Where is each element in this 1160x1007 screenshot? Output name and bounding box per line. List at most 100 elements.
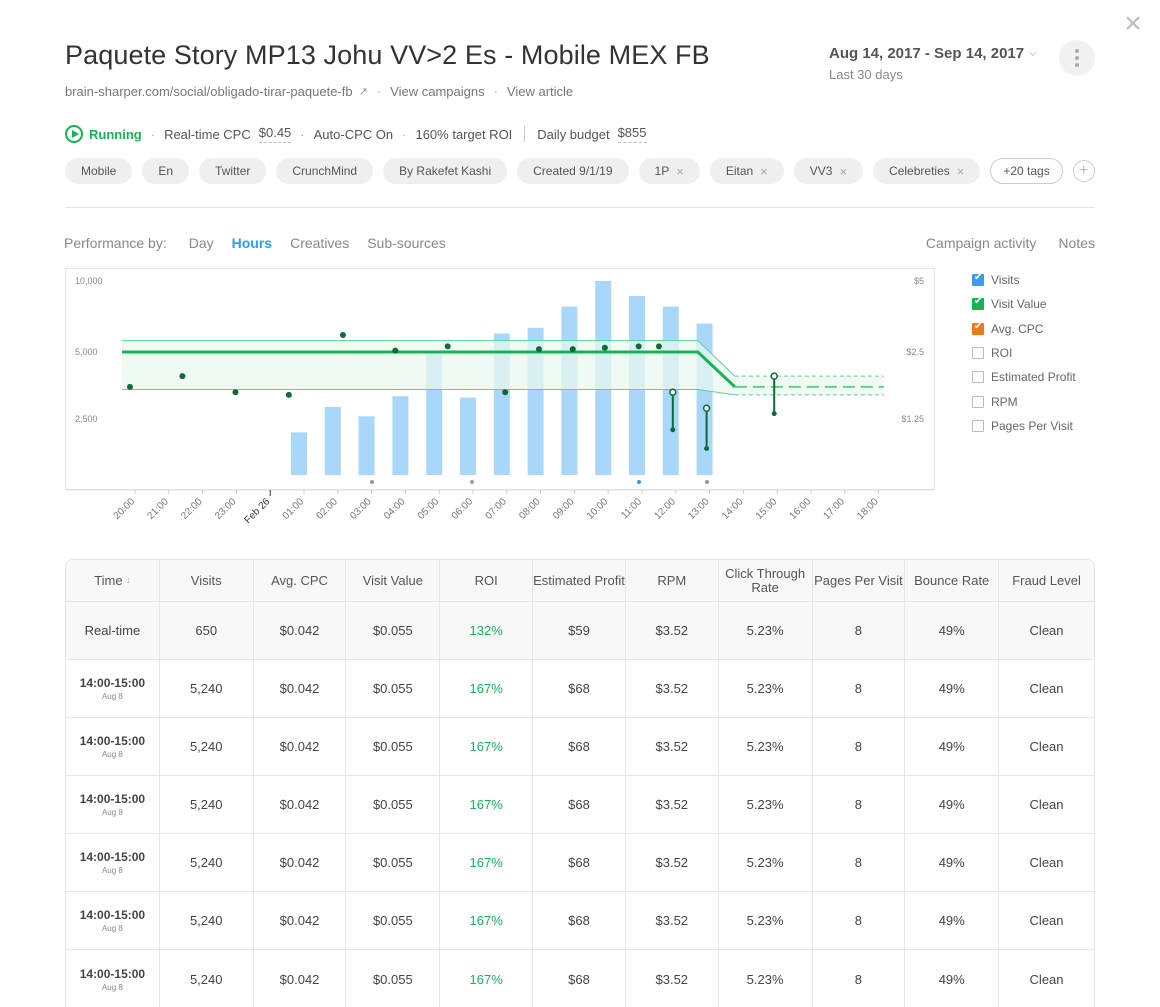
tag-celebreties[interactable]: Celebreties × (873, 158, 981, 184)
table-cell: $0.042 (254, 718, 347, 775)
legend-item-rpm[interactable]: RPM (972, 389, 1076, 413)
column-header-label: Time (94, 572, 123, 588)
tag-twitter[interactable]: Twitter (199, 158, 267, 184)
legend-item-estimated-profit[interactable]: Estimated Profit (972, 365, 1076, 389)
tag-created-9-1-19[interactable]: Created 9/1/19 (517, 158, 629, 184)
close-icon[interactable]: × (1124, 7, 1142, 40)
x-tick-label: 07:00 (483, 496, 509, 522)
legend-label: Estimated Profit (991, 370, 1076, 385)
avg-cpc-point (285, 391, 292, 398)
tag-eitan[interactable]: Eitan × (709, 158, 784, 184)
legend-label: Pages Per Visit (991, 418, 1073, 433)
column-header-label: Visits (190, 572, 222, 588)
checkbox-icon[interactable] (972, 371, 984, 384)
checkbox-icon[interactable] (972, 321, 984, 335)
avg-cpc-point (635, 343, 642, 350)
avg-cpc-point (569, 346, 576, 353)
column-header-time[interactable]: Time ↓ (66, 560, 160, 601)
time-date: Aug 8 (101, 692, 123, 701)
column-header-label: Bounce Rate (914, 572, 990, 588)
article-url-link[interactable]: brain-sharper.com/social/obligado-tirar-… (65, 84, 353, 99)
table-row: 14:00-15:00 Aug 8 5,240 $0.042 $0.055 167% $68… (66, 834, 1094, 892)
tag-en[interactable]: En (142, 158, 190, 184)
legend-item-pages-per-visit[interactable]: Pages Per Visit (972, 414, 1076, 438)
checkbox-icon[interactable] (972, 347, 984, 360)
tag-vv3[interactable]: VV3 × (793, 158, 864, 184)
column-header-pages-per-visit[interactable]: Pages Per Visit (813, 560, 906, 601)
table-cell: $3.52 (626, 718, 719, 775)
column-header-estimated-profit[interactable]: Estimated Profit (533, 560, 626, 601)
table-cell: $0.055 (346, 834, 441, 891)
tag-crunchmind[interactable]: CrunchMind (276, 158, 374, 184)
legend-item-roi[interactable]: ROI (972, 341, 1076, 365)
table-cell: $0.042 (254, 660, 347, 717)
realtime-cpc-value[interactable]: $0.45 (258, 125, 292, 143)
view-campaigns-link[interactable]: View campaigns (390, 84, 485, 99)
time-cell: 14:00-15:00 Aug 8 (66, 718, 160, 775)
table-row: 14:00-15:00 Aug 8 5,240 $0.042 $0.055 167% $68… (66, 892, 1094, 950)
tab-creatives[interactable]: Creatives (290, 235, 350, 251)
column-header-click-through-rate[interactable]: Click Through Rate (719, 560, 813, 601)
daily-budget-value[interactable]: $855 (617, 125, 647, 143)
tag-mobile[interactable]: Mobile (65, 158, 133, 184)
tab-sub-sources[interactable]: Sub-sources (367, 235, 446, 251)
column-header-label: Estimated Profit (533, 572, 625, 588)
tab-day[interactable]: Day (188, 235, 214, 251)
add-tag-icon[interactable]: + (1072, 160, 1095, 182)
time-date: Aug 8 (101, 866, 123, 875)
column-header-rpm[interactable]: RPM (626, 560, 719, 601)
legend-item-avg-cpc[interactable]: Avg. CPC (972, 317, 1076, 341)
column-header-avg-cpc[interactable]: Avg. CPC (254, 560, 347, 601)
visits-bar (324, 406, 341, 475)
table-cell: $0.042 (254, 602, 347, 659)
table-cell: $0.055 (346, 602, 441, 659)
column-header-roi[interactable]: ROI (440, 560, 534, 601)
y-left-tick-label: 2,500 (75, 414, 98, 424)
more-options-button[interactable] (1059, 40, 1095, 76)
tag-label: Twitter (215, 164, 251, 178)
table-cell: 8 (813, 776, 906, 833)
view-article-link[interactable]: View article (506, 84, 574, 99)
table-cell: $68 (533, 660, 626, 717)
column-header-fraud-level[interactable]: Fraud Level (999, 560, 1094, 601)
remove-tag-icon[interactable]: × (760, 163, 768, 179)
column-header-visit-value[interactable]: Visit Value (346, 560, 441, 601)
table-cell: 5,240 (160, 834, 254, 891)
checkbox-icon[interactable] (972, 296, 984, 311)
remove-tag-icon[interactable]: × (839, 163, 848, 179)
sort-down-icon[interactable]: ↓ (125, 574, 131, 586)
page-title: Paquete Story MP13 Johu VV>2 Es - Mobile… (65, 40, 710, 70)
x-tick-label: 14:00 (720, 496, 746, 522)
table-cell: 650 (160, 602, 254, 659)
remove-tag-icon[interactable]: × (956, 163, 965, 179)
checkbox-icon[interactable] (972, 395, 984, 408)
external-link-icon[interactable]: ↗ (358, 86, 368, 98)
notes-link[interactable]: Notes (1058, 235, 1095, 251)
table-cell: $68 (533, 892, 626, 949)
legend-item-visit-value[interactable]: Visit Value (972, 292, 1076, 316)
column-header-label: Avg. CPC (271, 572, 328, 588)
tag-by-rakefet-kashi[interactable]: By Rakefet Kashi (383, 158, 508, 184)
more-tags-button[interactable]: +20 tags (990, 158, 1063, 184)
avg-cpc-point (535, 346, 542, 353)
table-cell: 49% (905, 718, 1000, 775)
campaign-activity-link[interactable]: Campaign activity (925, 235, 1037, 251)
date-range-picker[interactable]: Aug 14, 2017 - Sep 14, 2017 ⌵ (829, 45, 1037, 62)
legend-item-visits[interactable]: Visits (972, 268, 1076, 292)
x-tick-label: 03:00 (348, 496, 374, 522)
remove-tag-icon[interactable]: × (676, 163, 684, 179)
tag-1p[interactable]: 1P × (638, 158, 700, 184)
play-icon[interactable] (65, 125, 83, 143)
time-cell: 14:00-15:00 Aug 8 (66, 776, 160, 833)
tag-label: Eitan (725, 164, 754, 178)
auto-cpc-status: Auto-CPC On (313, 126, 394, 142)
x-tick-label: 17:00 (821, 496, 847, 522)
checkbox-icon[interactable] (972, 419, 984, 432)
table-cell: $68 (533, 834, 626, 891)
separator-dot: · (376, 84, 382, 99)
column-header-visits[interactable]: Visits (160, 560, 254, 601)
table-cell: $0.042 (254, 776, 347, 833)
tab-hours[interactable]: Hours (231, 235, 273, 251)
checkbox-icon[interactable] (972, 272, 984, 287)
column-header-bounce-rate[interactable]: Bounce Rate (905, 560, 1000, 601)
